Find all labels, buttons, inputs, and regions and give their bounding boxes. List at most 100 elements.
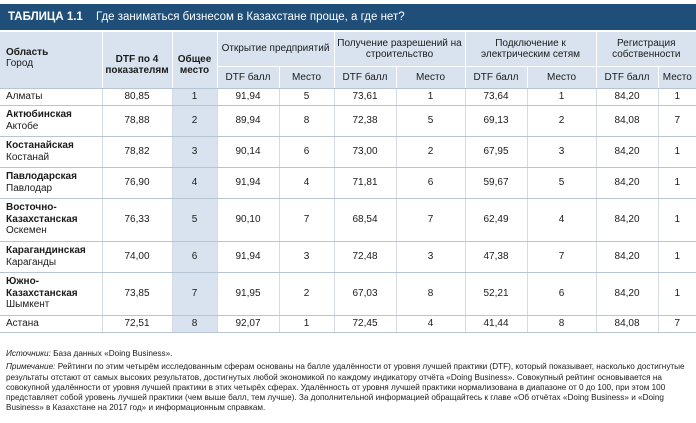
rank-cell: 1 <box>657 167 696 199</box>
rank-cell: 4 <box>526 198 597 242</box>
table-row: Восточно-Казахстанская Оскемен 76,33 5 90,10… <box>0 198 696 242</box>
table-title-bar: ТАБЛИЦА 1.1 Где заниматься бизнесом в Ка… <box>0 4 696 30</box>
dtf4-cell: 78,88 <box>101 105 172 137</box>
region-cell: Актюбинская Актобе <box>0 105 102 137</box>
table-row: Астана 72,51 8 92,07 1 72,45 4 41,44 8 84,08 7 <box>0 315 696 333</box>
methodology-note-text: Рейтинги по этим четырём исследованным с… <box>6 362 685 413</box>
city-name: Караганды <box>6 256 57 268</box>
city-name: Актобе <box>6 120 39 132</box>
region-cell: Костанайская Костанай <box>0 136 102 168</box>
rank-cell: 2 <box>526 105 597 137</box>
sub-header-score: DTF балл <box>216 66 279 89</box>
city-header-label: Город <box>6 58 34 70</box>
score-cell: 68,54 <box>333 198 396 242</box>
sub-header-rank: Место <box>395 66 466 89</box>
rank-cell: 4 <box>395 315 466 333</box>
region-name: Южно-Казахстанская <box>6 276 78 299</box>
methodology-note: Примечание: Рейтинги по этим четырём исс… <box>6 362 692 413</box>
score-cell: 84,20 <box>595 136 659 168</box>
rank-cell: 1 <box>657 136 696 168</box>
region-name: Костанайская <box>6 140 74 151</box>
dtf4-cell: 78,82 <box>101 136 172 168</box>
dtf4-cell: 80,85 <box>101 88 172 106</box>
table-number: ТАБЛИЦА 1.1 <box>8 11 83 23</box>
sub-header-score: DTF балл <box>333 66 396 89</box>
score-cell: 72,45 <box>333 315 396 333</box>
score-cell: 84,20 <box>595 272 659 316</box>
region-cell: Южно-Казахстанская Шымкент <box>0 272 102 316</box>
rank-cell: 6 <box>395 167 466 199</box>
score-cell: 73,61 <box>333 88 396 106</box>
dtf4-cell: 76,90 <box>101 167 172 199</box>
rank-cell: 7 <box>657 105 696 137</box>
sub-header-rank: Место <box>526 66 597 89</box>
overall-rank-cell: 3 <box>171 136 217 168</box>
source-note-text: База данных «Doing Business». <box>50 349 173 358</box>
table-row: Алматы 80,85 1 91,94 5 73,61 1 73,64 1 84,20 1 <box>0 88 696 106</box>
rank-cell: 3 <box>395 241 466 273</box>
score-cell: 91,94 <box>216 167 279 199</box>
rank-cell: 5 <box>526 167 597 199</box>
score-cell: 69,13 <box>464 105 528 137</box>
rank-cell: 1 <box>657 272 696 316</box>
score-cell: 67,95 <box>464 136 528 168</box>
table-title: Где заниматься бизнесом в Казахстане про… <box>96 11 405 23</box>
rank-cell: 1 <box>657 88 696 106</box>
rank-cell: 7 <box>278 198 334 242</box>
score-cell: 41,44 <box>464 315 528 333</box>
dtf4-cell: 74,00 <box>101 241 172 273</box>
rank-cell: 7 <box>395 198 466 242</box>
score-cell: 52,21 <box>464 272 528 316</box>
overall-rank-cell: 1 <box>171 88 217 106</box>
ranking-table-wrapper: Область Город DTF по 4 показателям Общее… <box>0 32 696 333</box>
region-cell: Восточно-Казахстанская Оскемен <box>0 198 102 242</box>
sub-header-rank: Место <box>278 66 334 89</box>
overall-rank-cell: 4 <box>171 167 217 199</box>
group-header-electricity: Подключение к электрическим сетям <box>464 32 597 67</box>
rank-cell: 2 <box>395 136 466 168</box>
rank-cell: 1 <box>395 88 466 106</box>
source-note-label: Источники: <box>6 349 51 358</box>
region-cell: Карагандинская Караганды <box>0 241 102 273</box>
score-cell: 91,94 <box>216 88 279 106</box>
overall-rank-cell: 8 <box>171 315 217 333</box>
dtf4-column-header: DTF по 4 показателям <box>101 32 172 89</box>
score-cell: 91,94 <box>216 241 279 273</box>
sub-header-score: DTF балл <box>595 66 659 89</box>
rank-cell: 8 <box>526 315 597 333</box>
score-cell: 62,49 <box>464 198 528 242</box>
region-cell: Астана <box>0 315 102 333</box>
score-cell: 92,07 <box>216 315 279 333</box>
region-cell: Павлодарская Павлодар <box>0 167 102 199</box>
region-name: Карагандинская <box>6 245 86 256</box>
rank-cell: 7 <box>526 241 597 273</box>
score-cell: 84,20 <box>595 88 659 106</box>
city-name: Оскемен <box>6 225 47 237</box>
group-header-construction-permits: Получение разрешений на строительство <box>333 32 466 67</box>
city-name: Шымкент <box>6 299 50 311</box>
score-cell: 84,20 <box>595 167 659 199</box>
rank-cell: 1 <box>526 88 597 106</box>
table-body: Алматы 80,85 1 91,94 5 73,61 1 73,64 1 84,20 1 Актю… <box>0 88 696 333</box>
table-notes: Источники: База данных «Doing Business».… <box>6 349 692 414</box>
overall-rank-cell: 5 <box>171 198 217 242</box>
rank-cell: 5 <box>395 105 466 137</box>
score-cell: 72,48 <box>333 241 396 273</box>
rank-cell: 6 <box>526 272 597 316</box>
overall-rank-column-header: Общее место <box>171 32 217 89</box>
group-header-starting-business: Открытие предприятий <box>216 32 334 67</box>
table-row: Костанайская Костанай 78,82 3 90,14 6 73,00 2 67… <box>0 136 696 168</box>
rank-cell: 3 <box>526 136 597 168</box>
score-cell: 73,64 <box>464 88 528 106</box>
region-name: Восточно-Казахстанская <box>6 202 78 225</box>
score-cell: 90,14 <box>216 136 279 168</box>
rank-cell: 6 <box>278 136 334 168</box>
overall-rank-cell: 2 <box>171 105 217 137</box>
table-row: Актюбинская Актобе 78,88 2 89,94 8 72,38 5 69,13… <box>0 105 696 137</box>
rank-cell: 8 <box>395 272 466 316</box>
region-name: Астана <box>6 317 39 329</box>
rank-cell: 8 <box>278 105 334 137</box>
sub-header-score: DTF балл <box>464 66 528 89</box>
score-cell: 47,38 <box>464 241 528 273</box>
score-cell: 84,08 <box>595 105 659 137</box>
